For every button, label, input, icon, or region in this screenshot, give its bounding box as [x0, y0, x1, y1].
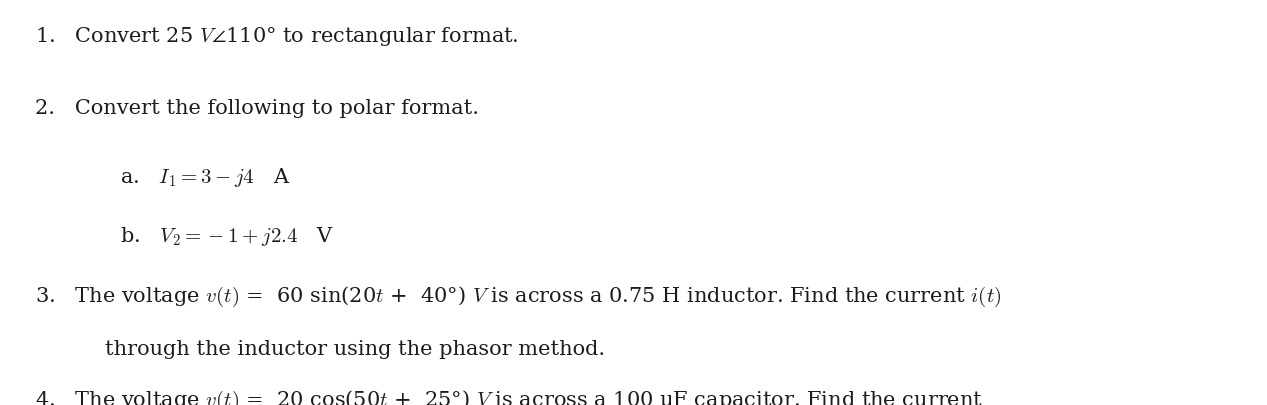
Text: b.   $\mathit{V}_2 = -1 + j2.4$   V: b. $\mathit{V}_2 = -1 + j2.4$ V	[120, 224, 334, 247]
Text: 4.   The voltage $v(t)$ =  20 cos(50$t$ +  25°) $V$ is across a 100 μF capacitor: 4. The voltage $v(t)$ = 20 cos(50$t$ + 2…	[35, 388, 983, 405]
Text: 1.   Convert 25 $V\angle$110° to rectangular format.: 1. Convert 25 $V\angle$110° to rectangul…	[35, 25, 519, 48]
Text: 3.   The voltage $v(t)$ =  60 sin(20$t$ +  40°) $V$ is across a 0.75 H inductor.: 3. The voltage $v(t)$ = 60 sin(20$t$ + 4…	[35, 284, 1002, 308]
Text: a.   $\mathit{I}_1 = 3 - j4$   A: a. $\mathit{I}_1 = 3 - j4$ A	[120, 165, 290, 188]
Text: 2.   Convert the following to polar format.: 2. Convert the following to polar format…	[35, 99, 479, 118]
Text: through the inductor using the phasor method.: through the inductor using the phasor me…	[105, 339, 606, 358]
